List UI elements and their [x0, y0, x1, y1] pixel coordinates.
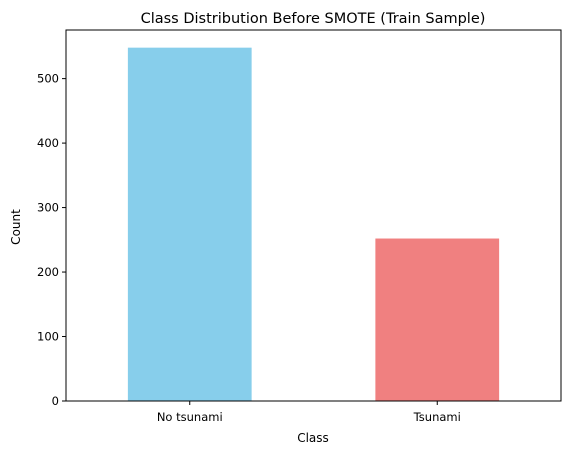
bar-tsunami	[375, 238, 500, 401]
chart-title: Class Distribution Before SMOTE (Train S…	[141, 11, 486, 27]
y-tick-label: 500	[37, 72, 59, 86]
x-axis-label: Class	[297, 431, 329, 445]
plot-frame	[65, 29, 562, 402]
y-tick-label: 300	[37, 201, 59, 215]
y-tick-label: 0	[52, 394, 59, 408]
y-axis-label: Count	[9, 209, 23, 245]
x-tick-label: No tsunami	[157, 410, 223, 424]
bars-group	[127, 47, 500, 402]
y-tick-label: 400	[37, 136, 59, 150]
y-axis-ticks: 0 100 200 300 400 500	[37, 72, 66, 408]
x-tick-label: Tsunami	[413, 410, 461, 424]
y-tick-label: 100	[37, 330, 59, 344]
bar-no-tsunami	[127, 47, 252, 402]
x-axis-ticks: No tsunami Tsunami	[157, 401, 461, 424]
y-tick-label: 200	[37, 265, 59, 279]
